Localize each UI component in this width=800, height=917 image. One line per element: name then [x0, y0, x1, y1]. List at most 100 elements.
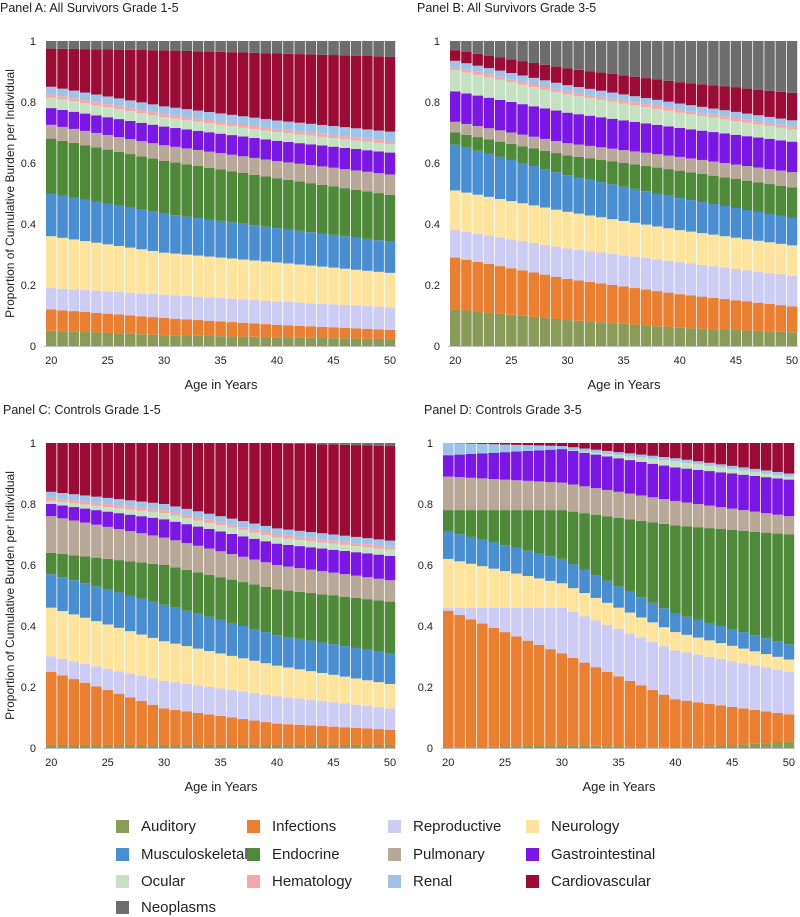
bar-segment-ocular	[283, 538, 294, 545]
bar-segment-endocrine	[494, 141, 506, 157]
bar-segment-hematology	[57, 96, 68, 100]
bar-segment-renal	[136, 102, 147, 111]
x-tick-label: 35	[612, 757, 624, 769]
bar-segment-pulmonary	[488, 478, 499, 511]
bar-segment-neoplasms	[629, 41, 641, 77]
bar-segment-pulmonary	[579, 486, 590, 514]
bar-segment-neurology	[271, 665, 283, 697]
bar-segment-auditory	[539, 317, 551, 346]
bar-segment-renal	[260, 525, 272, 533]
bar-segment-cardiovascular	[704, 443, 715, 463]
bar-segment-auditory	[192, 335, 204, 346]
bar-segment-gastrointestinal	[472, 95, 483, 127]
bar-segment-gastrointestinal	[91, 115, 102, 133]
bar-segment-auditory	[692, 746, 704, 748]
bar-segment-neurology	[91, 242, 102, 291]
bar-segment-infections	[443, 610, 454, 748]
bars	[443, 443, 795, 749]
bar-segment-infections	[681, 700, 693, 748]
bar-segment-pulmonary	[472, 126, 483, 138]
bar-segment-hematology	[775, 124, 786, 128]
bar-segment-infections	[57, 675, 68, 745]
bar-segment-endocrine	[102, 558, 113, 590]
bar-segment-musculoskeletal	[726, 629, 738, 646]
bar-segment-neurology	[726, 645, 738, 662]
bar-segment-ocular	[647, 458, 658, 464]
bar-segment-neurology	[328, 674, 339, 703]
bar-segment-endocrine	[681, 526, 693, 617]
bar-segment-reproductive	[237, 299, 249, 323]
bar-segment-neoplasms	[663, 41, 674, 81]
bar-segment-infections	[760, 711, 772, 744]
bar-segment-ocular	[102, 107, 113, 118]
bar-segment-musculoskeletal	[136, 209, 147, 250]
bar-segment-infections	[113, 314, 125, 334]
bar-segment-renal	[511, 444, 522, 452]
bar-segment-musculoskeletal	[91, 586, 102, 622]
bar-segment-musculoskeletal	[708, 204, 719, 235]
bar-segment-infections	[786, 306, 798, 333]
bar-segment-renal	[517, 75, 528, 82]
bar-segment-renal	[350, 128, 362, 138]
bar-segment-ocular	[350, 140, 362, 150]
bar-segment-renal	[79, 495, 91, 502]
bar-segment-renal	[749, 468, 761, 472]
bar-segment-hematology	[506, 79, 517, 83]
bar-segment-reproductive	[533, 607, 545, 645]
bar-segment-renal	[249, 523, 260, 530]
bar-segment-ocular	[237, 530, 249, 537]
bar-segment-gastrointestinal	[181, 129, 192, 149]
bar-segment-renal	[91, 94, 102, 103]
bar-segment-infections	[204, 714, 215, 745]
bar-segment-renal	[249, 117, 260, 126]
bar-segment-neurology	[125, 631, 136, 674]
bar-segment-infections	[726, 706, 738, 745]
bar-segment-renal	[764, 116, 775, 124]
bar-segment-pulmonary	[545, 482, 556, 511]
bar-segment-ocular	[719, 119, 730, 134]
bar-segment-infections	[170, 709, 181, 745]
bar-segment-renal	[533, 445, 545, 451]
bar-segment-gastrointestinal	[652, 124, 663, 155]
bar-segment-cardiovascular	[528, 62, 540, 78]
bar-segment-neurology	[373, 682, 384, 708]
bar-segment-reproductive	[658, 646, 670, 695]
bar-segment-hematology	[102, 104, 113, 108]
bar-segment-infections	[147, 317, 159, 335]
bar-segment-neurology	[305, 265, 317, 304]
bar-segment-auditory	[719, 329, 730, 346]
bar-segment-ocular	[573, 96, 584, 115]
bar-segment-pulmonary	[775, 170, 786, 186]
bar-segment-musculoskeletal	[350, 647, 362, 679]
bar-segment-renal	[294, 530, 305, 537]
bar-segment-infections	[102, 313, 113, 333]
bar-segment-renal	[450, 60, 461, 67]
bar-segment-reproductive	[636, 637, 647, 686]
bar-segment-gastrointestinal	[91, 510, 102, 525]
bar-segment-ocular	[753, 124, 764, 138]
y-tick-label: 0.4	[21, 219, 36, 231]
bar-segment-auditory	[204, 744, 215, 748]
bar-segment-cardiovascular	[215, 51, 226, 114]
bar-segment-ocular	[373, 548, 384, 555]
bar-segment-ocular	[384, 549, 396, 556]
bar-segment-renal	[708, 108, 719, 115]
bar-segment-endocrine	[522, 510, 534, 551]
bar-segment-gastrointestinal	[658, 465, 670, 500]
bar-segment-cardiovascular	[328, 444, 339, 535]
bar-segment-cardiovascular	[551, 66, 562, 83]
bar-segment-endocrine	[640, 166, 652, 192]
bar-segment-cardiovascular	[125, 49, 136, 101]
bar-segment-hematology	[595, 96, 607, 100]
bar-segment-renal	[472, 65, 483, 72]
bar-segment-gastrointestinal	[685, 129, 697, 159]
bar-segment-renal	[271, 528, 283, 535]
bar-segment-neurology	[551, 209, 562, 247]
bar-segment-auditory	[305, 744, 317, 748]
bar-segment-infections	[136, 316, 147, 335]
bar-segment-neoplasms	[294, 41, 305, 55]
bar-segment-hematology	[226, 123, 238, 127]
bar-segment-pulmonary	[522, 480, 534, 511]
bar-segment-neoplasms	[696, 41, 708, 85]
